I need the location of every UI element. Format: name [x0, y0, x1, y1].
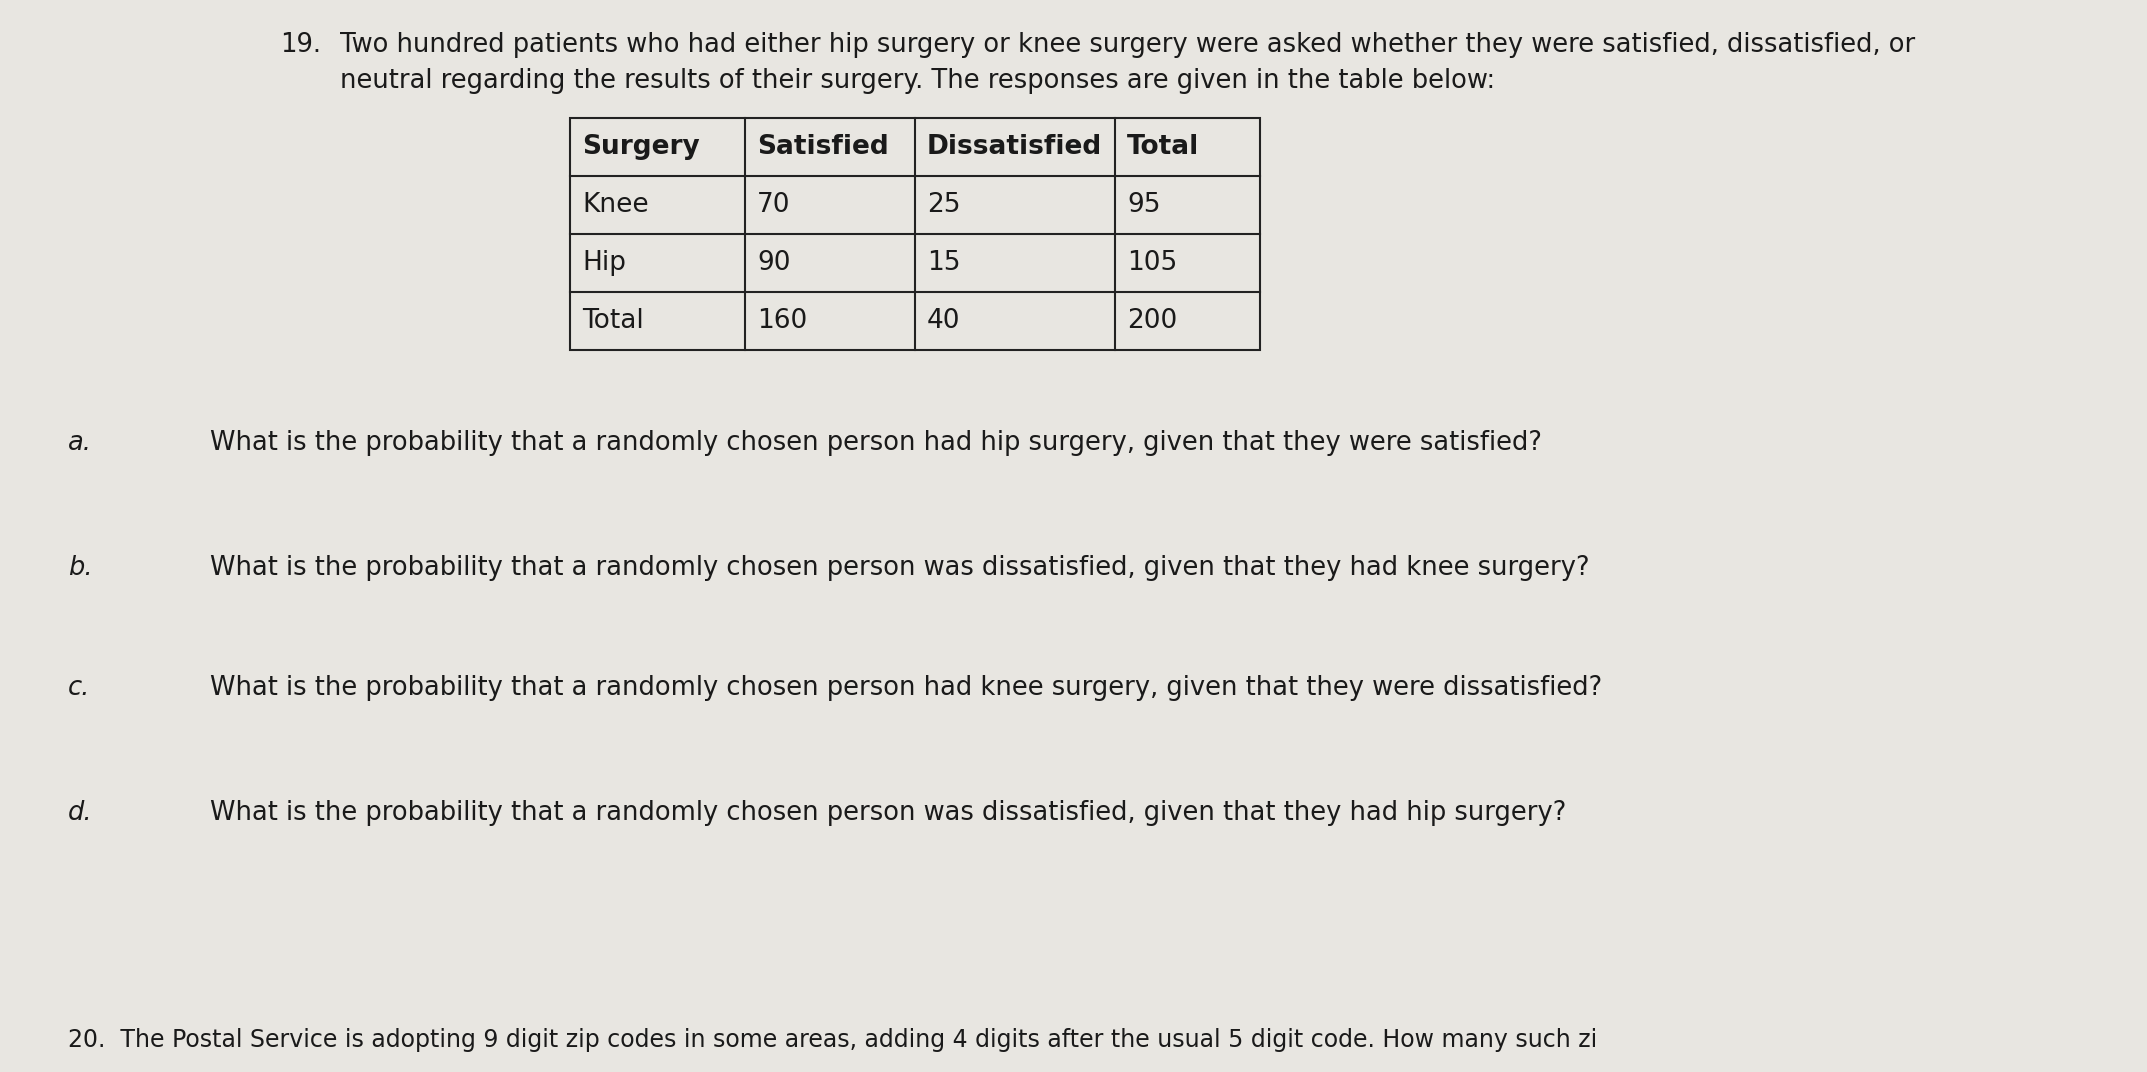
- Text: Dissatisfied: Dissatisfied: [928, 134, 1101, 160]
- Text: Knee: Knee: [582, 192, 648, 218]
- Text: 70: 70: [758, 192, 790, 218]
- Text: What is the probability that a randomly chosen person was dissatisfied, given th: What is the probability that a randomly …: [210, 555, 1589, 581]
- Text: Satisfied: Satisfied: [758, 134, 889, 160]
- Text: Total: Total: [582, 308, 644, 334]
- Text: 105: 105: [1127, 250, 1177, 276]
- Text: neutral regarding the results of their surgery. The responses are given in the t: neutral regarding the results of their s…: [339, 68, 1494, 94]
- Text: 20.  The Postal Service is adopting 9 digit zip codes in some areas, adding 4 di: 20. The Postal Service is adopting 9 dig…: [69, 1028, 1597, 1052]
- Text: 25: 25: [928, 192, 960, 218]
- Text: c.: c.: [69, 675, 90, 701]
- Text: b.: b.: [69, 555, 92, 581]
- Text: Total: Total: [1127, 134, 1200, 160]
- Text: 19.: 19.: [279, 32, 322, 58]
- Text: What is the probability that a randomly chosen person had knee surgery, given th: What is the probability that a randomly …: [210, 675, 1602, 701]
- Text: Hip: Hip: [582, 250, 627, 276]
- Text: What is the probability that a randomly chosen person had hip surgery, given tha: What is the probability that a randomly …: [210, 430, 1542, 456]
- Text: a.: a.: [69, 430, 92, 456]
- Text: 40: 40: [928, 308, 960, 334]
- Text: Two hundred patients who had either hip surgery or knee surgery were asked wheth: Two hundred patients who had either hip …: [339, 32, 1915, 58]
- Text: Surgery: Surgery: [582, 134, 700, 160]
- Text: 160: 160: [758, 308, 807, 334]
- Text: d.: d.: [69, 800, 92, 827]
- Bar: [569, 118, 1260, 349]
- Text: 200: 200: [1127, 308, 1177, 334]
- Text: 90: 90: [758, 250, 790, 276]
- Text: 15: 15: [928, 250, 960, 276]
- Text: What is the probability that a randomly chosen person was dissatisfied, given th: What is the probability that a randomly …: [210, 800, 1567, 827]
- Text: 95: 95: [1127, 192, 1162, 218]
